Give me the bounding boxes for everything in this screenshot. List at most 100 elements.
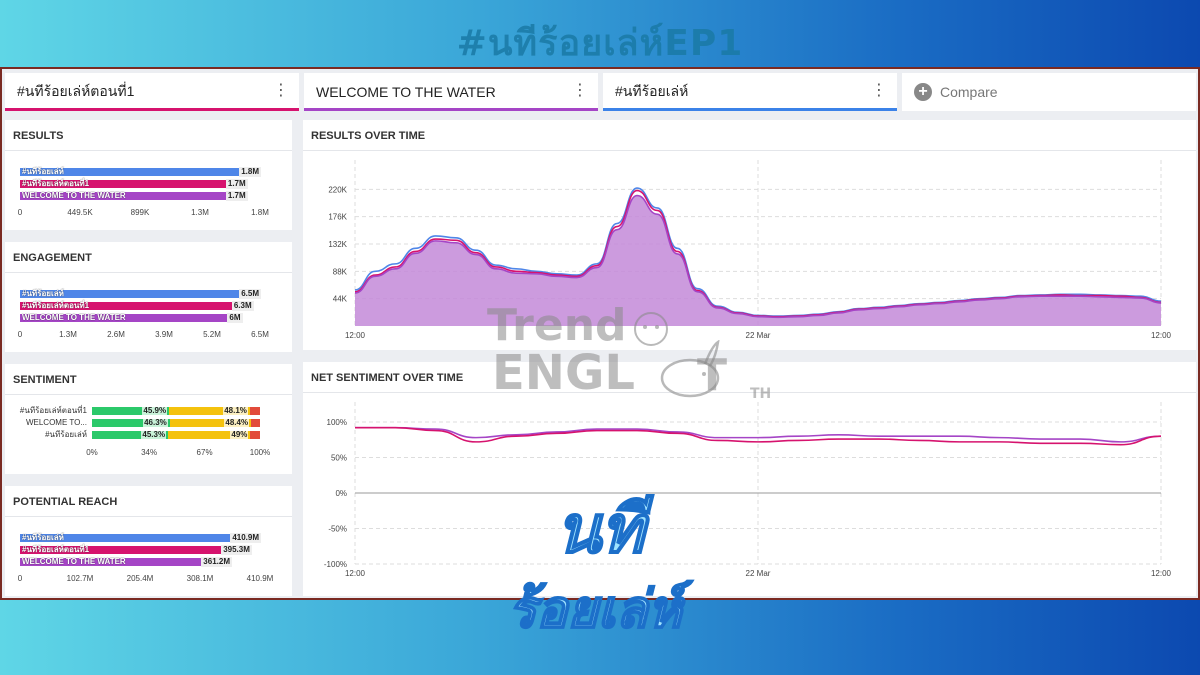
- bar-value: 1.7M: [225, 191, 248, 201]
- segment-value: 49%: [230, 430, 249, 439]
- negative-segment: [249, 407, 260, 415]
- tab-topic-2[interactable]: WELCOME TO THE WATER ⋮: [304, 73, 598, 111]
- sentiment-row-label: WELCOME TO...: [25, 418, 87, 427]
- axis-tick-label: 67%: [196, 448, 213, 457]
- tab-underline: [603, 108, 897, 111]
- bar-label: #นทีร้อยเล่ห์: [22, 533, 64, 542]
- x-tick-label: 22 Mar: [746, 331, 771, 340]
- axis-tick-label: 1.3M: [191, 208, 209, 217]
- positive-segment: 46.3%: [92, 419, 170, 427]
- axis-tick-label: 0%: [86, 448, 98, 457]
- sentiment-card: SENTIMENT #นทีร้อยเล่ห์ตอนที่1 45.9% 48.1%…: [5, 364, 292, 474]
- bar-row: #นทีร้อยเล่ห์ตอนที่1 1.7M: [20, 179, 265, 189]
- results-over-time-chart: 220K 176K 132K 88K 44K 12:00 22 Mar 12:00: [328, 160, 1172, 340]
- dashboard: #นทีร้อยเล่ห์ตอนที่1 ⋮ WELCOME TO THE WA…: [0, 67, 1200, 600]
- x-tick-label: 22 Mar: [746, 569, 771, 578]
- engagement-title: ENGAGEMENT: [13, 252, 92, 264]
- more-options-icon[interactable]: ⋮: [871, 82, 887, 99]
- axis-tick-label: 0: [17, 330, 23, 339]
- engagement-card: ENGAGEMENT #นทีร้อยเล่ห์ 6.5M #นทีร้อยเล่ห…: [5, 242, 292, 352]
- bar-value: 395.3M: [221, 545, 252, 555]
- bar-value: 361.2M: [201, 557, 232, 567]
- sentiment-row: WELCOME TO... 46.3% 48.4%: [5, 418, 295, 428]
- y-tick-label: 100%: [327, 418, 347, 427]
- engagement-axis: 0 1.3M 2.6M 3.9M 5.2M 6.5M: [17, 330, 269, 340]
- tab-label: #นทีร้อยเล่ห์ตอนที่1: [17, 83, 135, 99]
- bar: [20, 168, 260, 176]
- y-tick-label: 50%: [331, 454, 347, 463]
- results-card: RESULTS #นทีร้อยเล่ห์ 1.8M #นทีร้อยเล่ห์ตอ…: [5, 120, 292, 230]
- neutral-segment: 48.1%: [169, 407, 250, 415]
- bar: [20, 290, 260, 298]
- tab-topic-1[interactable]: #นทีร้อยเล่ห์ตอนที่1 ⋮: [5, 73, 299, 111]
- bar-value: 6.5M: [239, 289, 261, 299]
- more-options-icon[interactable]: ⋮: [273, 82, 289, 99]
- divider: [5, 272, 292, 273]
- negative-segment: [251, 419, 260, 427]
- sentiment-row-label: #นทีร้อยเล่ห์ตอนที่1: [19, 406, 87, 415]
- y-tick-label: 220K: [328, 185, 347, 194]
- axis-tick-label: 308.1M: [186, 574, 214, 583]
- axis-tick-label: 410.9M: [246, 574, 274, 583]
- y-tick-label: 176K: [328, 213, 347, 222]
- x-tick-label: 12:00: [345, 331, 366, 340]
- area-fill: [355, 195, 1161, 326]
- compare-button[interactable]: + Compare: [902, 73, 1196, 111]
- bar-row: #นทีร้อยเล่ห์ 6.5M: [20, 289, 265, 299]
- drama-title-logo: นที ร้อยเล่ห์: [507, 490, 695, 641]
- axis-tick-label: 205.4M: [126, 574, 154, 583]
- sentiment-row-label: #นทีร้อยเล่ห์: [45, 430, 87, 439]
- axis-tick-label: 0: [17, 574, 23, 583]
- sentiment-axis: 0% 34% 67% 100%: [86, 448, 270, 458]
- watermark-t: T: [697, 350, 728, 401]
- axis-tick-label: 1.3M: [59, 330, 77, 339]
- y-tick-label: 132K: [328, 240, 347, 249]
- segment-value: 48.4%: [224, 418, 250, 427]
- sentiment-row: #นทีร้อยเล่ห์ 45.3% 49%: [5, 430, 295, 440]
- neutral-segment: 49%: [168, 430, 251, 439]
- positive-segment: 45.3%: [92, 431, 169, 439]
- more-options-icon[interactable]: ⋮: [572, 82, 588, 99]
- y-tick-label: -50%: [328, 525, 347, 534]
- bar-row: WELCOME TO THE WATER 1.7M: [20, 191, 265, 201]
- axis-tick-label: 5.2M: [203, 330, 221, 339]
- dog-mascot-icon: [634, 312, 668, 346]
- bar-row: #นทีร้อยเล่ห์ตอนที่1 6.3M: [20, 301, 265, 311]
- watermark-trend: Trend: [487, 300, 627, 351]
- axis-tick-label: 6.5M: [251, 330, 269, 339]
- tab-underline: [304, 108, 598, 111]
- rabbit-mascot-icon: [660, 340, 720, 398]
- divider: [303, 392, 1196, 393]
- axis-tick-label: 100%: [249, 448, 271, 457]
- y-tick-label: 44K: [333, 295, 348, 304]
- negative-segment: [250, 431, 260, 439]
- engagement-bars: #นทีร้อยเล่ห์ 6.5M #นทีร้อยเล่ห์ตอนที่1 6.3…: [20, 289, 265, 326]
- reach-card: POTENTIAL REACH #นทีร้อยเล่ห์ 410.9M #นทีร…: [5, 486, 292, 596]
- compare-label: Compare: [940, 84, 998, 100]
- results-over-time-card: RESULTS OVER TIME 220K 176K 132K 88K 44K 12:0…: [303, 120, 1196, 350]
- bar-value: 1.7M: [225, 179, 248, 189]
- sentiment-row: #นทีร้อยเล่ห์ตอนที่1 45.9% 48.1%: [5, 406, 295, 416]
- logo-line-2: ร้อยเล่ห์: [508, 580, 694, 640]
- bar: [20, 180, 247, 188]
- bar-label: WELCOME TO THE WATER: [22, 557, 126, 566]
- series-line: [354, 194, 1162, 319]
- net-sentiment-card: NET SENTIMENT OVER TIME 100% 50% 0% -50% -10…: [303, 362, 1196, 596]
- axis-tick-label: 102.7M: [66, 574, 94, 583]
- bar-row: #นทีร้อยเล่ห์ 410.9M: [20, 533, 265, 543]
- page-title: #นทีร้อยเล่ห์EP1: [456, 23, 744, 64]
- results-axis: 0 449.5K 899K 1.3M 1.8M: [18, 208, 269, 218]
- bar-label: WELCOME TO THE WATER: [22, 191, 126, 200]
- segment-value: 48.1%: [223, 406, 248, 415]
- y-tick-label: -100%: [324, 560, 347, 569]
- x-tick-label: 12:00: [1151, 331, 1172, 340]
- plus-circle-icon: +: [914, 83, 932, 101]
- divider: [5, 516, 292, 517]
- x-tick-label: 12:00: [345, 569, 366, 578]
- tab-topic-3[interactable]: #นทีร้อยเล่ห์ ⋮: [603, 73, 897, 111]
- x-tick-label: 12:00: [1151, 569, 1172, 578]
- segment-value: 45.9%: [142, 406, 168, 415]
- segment-value: 46.3%: [143, 418, 168, 427]
- logo-line-1: นที: [556, 491, 655, 568]
- net-sentiment-chart: 100%50%0%-50%-100%12:00 22 Mar 12:00: [324, 402, 1172, 578]
